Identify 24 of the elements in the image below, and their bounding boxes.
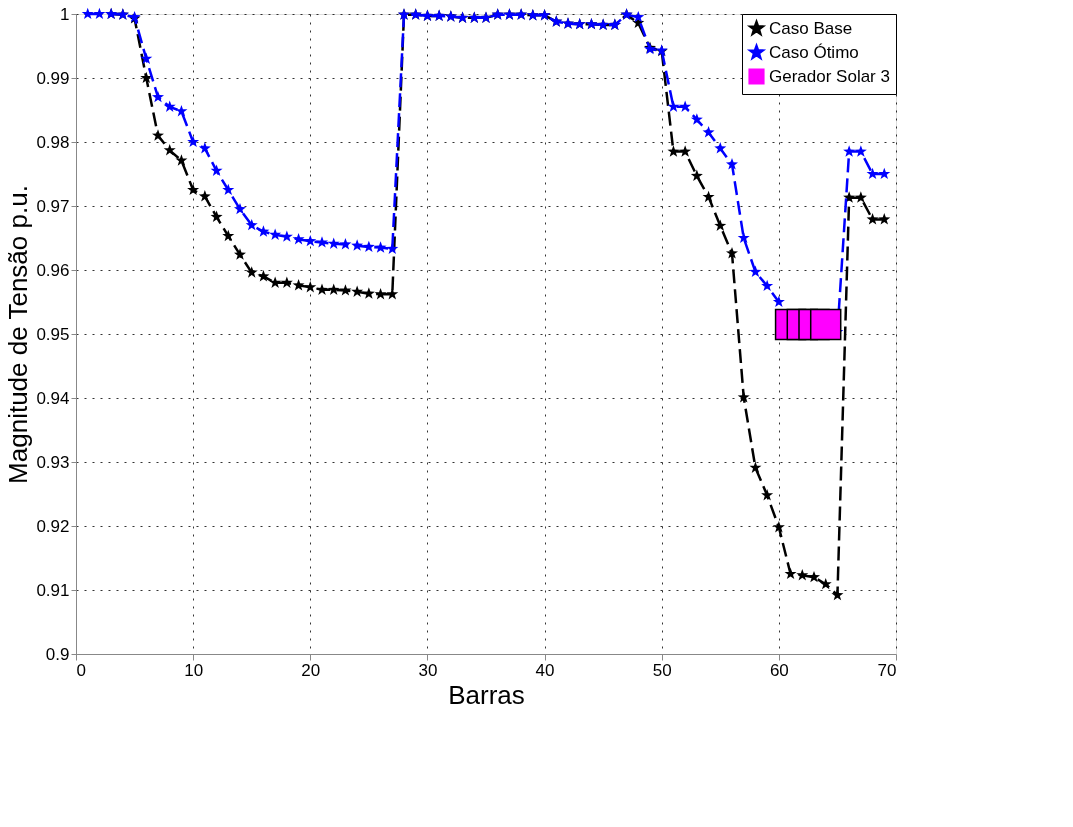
legend-label: Caso Base [769,18,853,38]
x-tick-label: 0 [76,660,86,680]
x-tick-label: 40 [535,660,555,680]
y-tick-label: 0.99 [36,68,70,88]
y-tick-label: 0.95 [36,324,70,344]
y-axis-title: Magnitude de Tensão p.u. [3,185,34,484]
legend-label: Gerador Solar 3 [769,66,890,86]
x-tick-label: 70 [877,660,897,680]
x-tick-label: 10 [184,660,204,680]
y-tick-label: 0.92 [36,516,70,536]
y-tick-label: 0.94 [36,388,70,408]
x-tick-label: 50 [652,660,672,680]
y-tick-label: 0.9 [45,644,70,664]
x-tick-label: 30 [418,660,438,680]
x-axis-title: Barras [448,679,525,710]
y-tick-label: 0.91 [36,580,70,600]
y-tick-label: 0.98 [36,132,70,152]
x-tick-label: 60 [769,660,789,680]
x-tick-label: 20 [301,660,321,680]
y-tick-label: 0.97 [36,196,70,216]
legend-label: Caso Ótimo [769,42,859,62]
y-tick-label: 1 [60,4,70,24]
y-tick-label: 0.96 [36,260,70,280]
y-tick-label: 0.93 [36,452,70,472]
